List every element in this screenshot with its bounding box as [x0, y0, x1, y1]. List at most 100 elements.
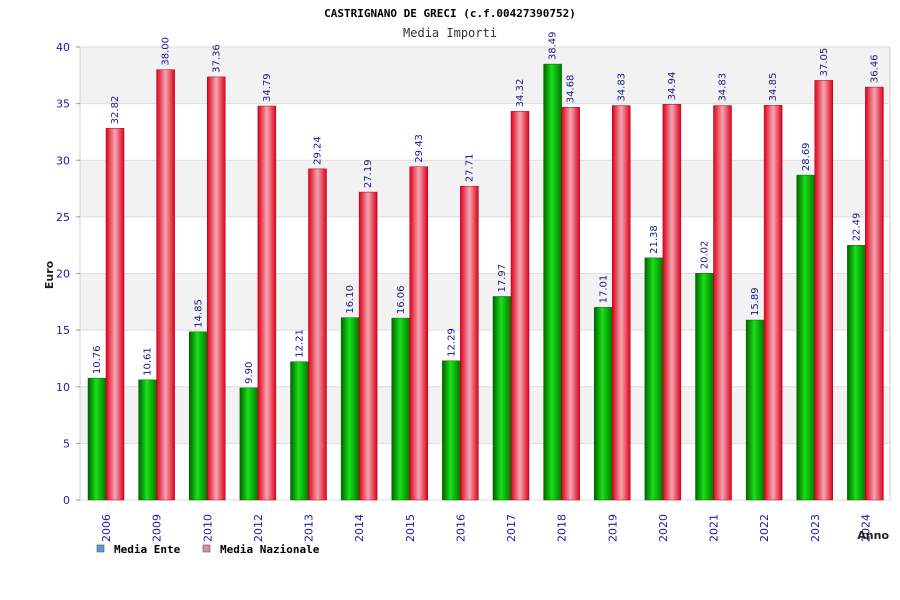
data-label: 34.79 [262, 73, 273, 102]
data-label: 10.76 [92, 346, 103, 375]
bar-media-nazionale [763, 105, 783, 501]
bar-media-ente [391, 317, 410, 501]
x-tick-label: 2024 [859, 514, 872, 542]
chart-subtitle: Media Importi [403, 26, 497, 40]
bar-media-ente [847, 245, 866, 501]
bar-media-ente [594, 307, 613, 501]
x-tick-label: 2016 [454, 514, 467, 542]
data-label: 27.19 [363, 159, 374, 188]
y-tick-label: 30 [56, 154, 70, 167]
y-tick-label: 25 [56, 211, 70, 224]
data-label: 12.29 [446, 328, 457, 357]
bar-media-nazionale [257, 105, 277, 501]
bar-media-ente [138, 379, 157, 501]
y-tick-label: 20 [56, 268, 70, 281]
x-axis-label: Anno [857, 529, 889, 542]
x-tick-label: 2012 [252, 514, 265, 542]
x-axis-ticks: 2006 2009 2010 2012 2013 2014 2015 2016 2017 2018… [100, 514, 872, 542]
data-label: 9.90 [244, 362, 255, 384]
bar-media-nazionale [409, 166, 428, 501]
bar-media-ente [189, 331, 208, 501]
x-tick-label: 2009 [151, 514, 164, 542]
data-label: 34.32 [515, 79, 526, 108]
bar-media-ente [87, 377, 107, 501]
data-label: 34.83 [616, 73, 627, 102]
y-tick-label: 35 [56, 98, 70, 111]
y-axis-label: Euro [43, 260, 56, 289]
legend-swatch-media-nazionale [202, 544, 211, 553]
chart-title: CASTRIGNANO DE GRECI (c.f.00427390752) [324, 7, 576, 20]
bars [87, 63, 884, 501]
y-tick-label: 0 [63, 494, 70, 507]
data-label: 16.10 [345, 285, 356, 314]
bar-media-nazionale [358, 191, 378, 501]
bar-media-nazionale [814, 80, 833, 501]
y-tick-label: 40 [56, 41, 70, 54]
y-tick-label: 10 [56, 381, 70, 394]
data-label: 37.36 [211, 44, 222, 73]
bar-media-nazionale [105, 128, 125, 501]
data-label: 34.85 [768, 73, 779, 102]
bar-media-nazionale [865, 86, 884, 501]
bar-media-ente [644, 257, 664, 501]
data-label: 34.83 [718, 73, 729, 102]
x-tick-label: 2017 [505, 514, 518, 542]
data-label: 37.05 [819, 48, 830, 77]
data-label: 29.43 [414, 134, 425, 163]
x-tick-label: 2006 [100, 514, 113, 542]
bar-media-nazionale [612, 105, 631, 501]
bar-media-ente [442, 360, 461, 501]
legend: Media Ente Media Nazionale [96, 543, 320, 556]
x-tick-label: 2010 [201, 514, 214, 542]
data-label: 38.00 [161, 37, 172, 66]
bar-media-ente [492, 296, 512, 501]
bar-media-nazionale [308, 168, 327, 501]
data-label: 17.97 [497, 264, 508, 293]
y-axis-ticks: 0 5 10 15 20 25 30 35 40 [56, 41, 80, 507]
bar-media-ente [239, 387, 259, 501]
data-label: 21.38 [649, 225, 660, 254]
bar-media-ente [745, 319, 765, 501]
y-tick-label: 15 [56, 324, 70, 337]
data-label: 27.71 [464, 154, 475, 183]
data-label: 20.02 [700, 241, 711, 270]
x-tick-label: 2015 [404, 514, 417, 542]
legend-label-media-ente: Media Ente [114, 543, 181, 556]
data-label: 36.46 [869, 54, 880, 83]
bar-media-nazionale [510, 111, 530, 501]
x-tick-label: 2021 [708, 514, 721, 542]
data-label: 17.01 [598, 275, 609, 304]
x-tick-label: 2019 [606, 514, 619, 542]
bar-media-nazionale [460, 185, 479, 501]
bar-media-nazionale [662, 104, 682, 501]
data-label: 14.85 [193, 299, 204, 328]
y-tick-label: 5 [63, 437, 70, 450]
x-tick-label: 2018 [556, 514, 569, 542]
bar-media-nazionale [156, 69, 175, 501]
data-label: 34.94 [667, 72, 678, 101]
x-tick-label: 2022 [758, 514, 771, 542]
data-label: 38.49 [548, 31, 559, 60]
data-label: 28.69 [801, 142, 812, 171]
data-label: 22.49 [851, 213, 862, 242]
legend-swatch-media-ente [96, 544, 105, 553]
data-label: 34.68 [566, 75, 577, 104]
x-tick-label: 2014 [353, 514, 366, 542]
bar-media-nazionale [713, 105, 732, 501]
data-label: 10.61 [143, 347, 154, 376]
bar-media-nazionale [207, 76, 226, 501]
bar-media-ente [543, 63, 562, 501]
x-tick-label: 2023 [809, 514, 822, 542]
data-label: 16.06 [396, 285, 407, 314]
legend-label-media-nazionale: Media Nazionale [220, 543, 320, 556]
data-label: 32.82 [110, 96, 121, 125]
bar-media-ente [796, 174, 815, 501]
x-tick-label: 2020 [657, 514, 670, 542]
bar-media-ente [340, 317, 360, 501]
x-tick-label: 2013 [303, 514, 316, 542]
bar-media-ente [695, 273, 714, 501]
data-label: 29.24 [313, 136, 324, 165]
bar-media-nazionale [561, 106, 580, 501]
data-label: 12.21 [295, 329, 306, 358]
